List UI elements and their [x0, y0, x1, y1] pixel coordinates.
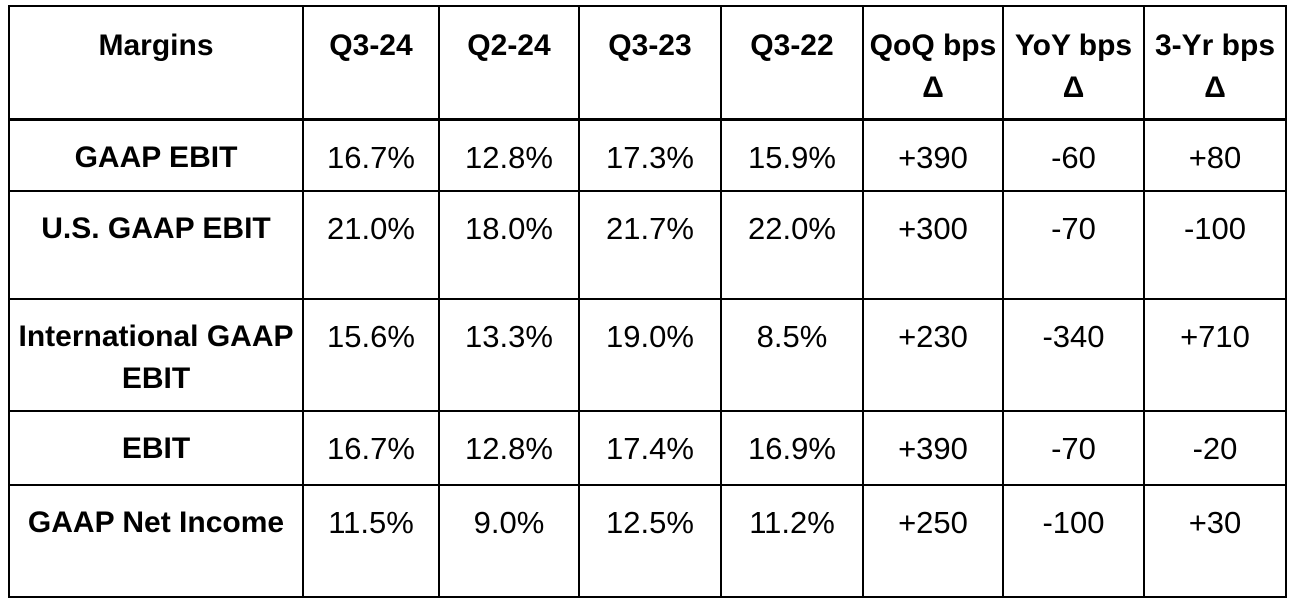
table-cell: 17.3%: [578, 118, 722, 192]
table-body: GAAP EBIT 16.7% 12.8% 17.3% 15.9% +390 -60 +80 U…: [8, 118, 1287, 598]
margins-table: Margins Q3-24 Q2-24 Q3-23 Q3-22 QoQ bps Δ YoY …: [8, 5, 1287, 598]
table-cell: 19.0%: [578, 298, 722, 412]
header-row: Margins Q3-24 Q2-24 Q3-23 Q3-22 QoQ bps Δ YoY …: [8, 5, 1287, 121]
table-cell: -60: [1002, 118, 1145, 192]
table-cell: -100: [1143, 190, 1287, 300]
column-header: 3-Yr bps Δ: [1143, 5, 1287, 121]
column-header: Q2-24: [438, 5, 580, 121]
table-cell: 12.8%: [438, 410, 580, 486]
table-cell: 22.0%: [720, 190, 864, 300]
table-cell: +230: [862, 298, 1004, 412]
table-cell: -100: [1002, 484, 1145, 598]
row-label: GAAP Net Income: [8, 484, 304, 598]
table-cell: 15.6%: [302, 298, 440, 412]
column-header: Margins: [8, 5, 304, 121]
table-cell: +390: [862, 410, 1004, 486]
table-cell: 15.9%: [720, 118, 864, 192]
column-header: Q3-22: [720, 5, 864, 121]
table-cell: -70: [1002, 410, 1145, 486]
table-cell: 11.2%: [720, 484, 864, 598]
column-header: QoQ bps Δ: [862, 5, 1004, 121]
column-header: Q3-24: [302, 5, 440, 121]
table-cell: +710: [1143, 298, 1287, 412]
table-cell: 16.7%: [302, 118, 440, 192]
table-cell: +300: [862, 190, 1004, 300]
table-row: EBIT 16.7% 12.8% 17.4% 16.9% +390 -70 -20: [8, 410, 1287, 486]
row-label: EBIT: [8, 410, 304, 486]
table-cell: -20: [1143, 410, 1287, 486]
table-cell: +80: [1143, 118, 1287, 192]
table-cell: 11.5%: [302, 484, 440, 598]
table-cell: 17.4%: [578, 410, 722, 486]
table-row: U.S. GAAP EBIT 21.0% 18.0% 21.7% 22.0% +300 -7…: [8, 190, 1287, 300]
row-label: U.S. GAAP EBIT: [8, 190, 304, 300]
table-cell: 12.8%: [438, 118, 580, 192]
table-cell: -340: [1002, 298, 1145, 412]
table-cell: +390: [862, 118, 1004, 192]
table-cell: 12.5%: [578, 484, 722, 598]
table-cell: +250: [862, 484, 1004, 598]
table-cell: -70: [1002, 190, 1145, 300]
column-header: Q3-23: [578, 5, 722, 121]
column-header: YoY bps Δ: [1002, 5, 1145, 121]
table-row: GAAP Net Income 11.5% 9.0% 12.5% 11.2% +250 -1…: [8, 484, 1287, 598]
table-cell: 13.3%: [438, 298, 580, 412]
table-cell: 9.0%: [438, 484, 580, 598]
table-cell: 16.7%: [302, 410, 440, 486]
row-label: GAAP EBIT: [8, 118, 304, 192]
row-label: International GAAP EBIT: [8, 298, 304, 412]
table-row: GAAP EBIT 16.7% 12.8% 17.3% 15.9% +390 -60 +80: [8, 118, 1287, 192]
table-cell: 21.7%: [578, 190, 722, 300]
table-header: Margins Q3-24 Q2-24 Q3-23 Q3-22 QoQ bps Δ YoY …: [8, 5, 1287, 121]
table-row: International GAAP EBIT 15.6% 13.3% 19.0% 8.…: [8, 298, 1287, 412]
table-cell: 21.0%: [302, 190, 440, 300]
table-cell: 16.9%: [720, 410, 864, 486]
table-cell: 18.0%: [438, 190, 580, 300]
table-cell: +30: [1143, 484, 1287, 598]
table-cell: 8.5%: [720, 298, 864, 412]
